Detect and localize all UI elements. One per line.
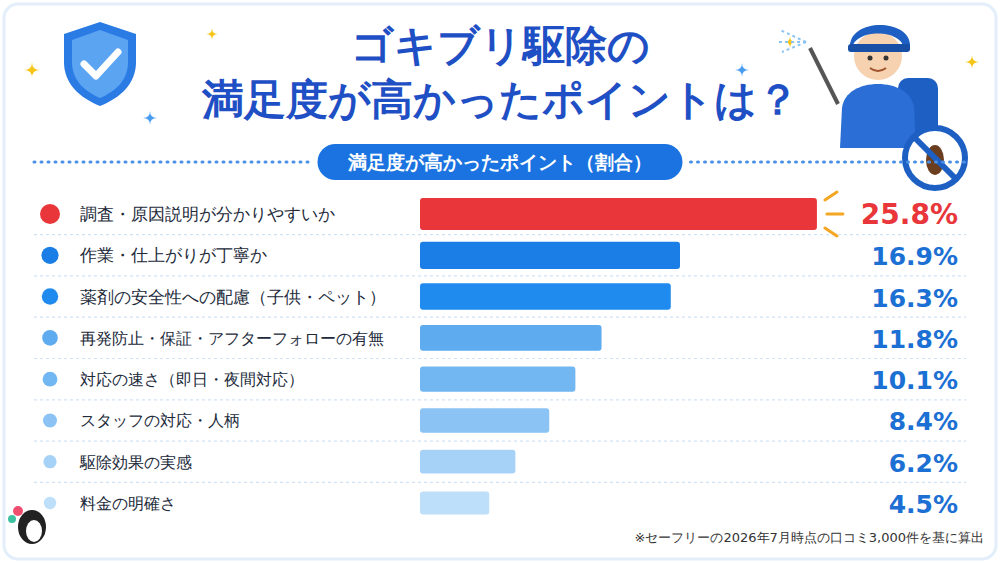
bar [420,283,671,310]
data-label: 11.8% [871,325,958,354]
category-label: 調査・原因説明が分かりやすいか [80,204,335,224]
data-label: 4.5% [889,490,958,519]
highlight-marks [825,192,843,236]
category-dot [42,330,58,346]
title: ゴキブリ駆除の満足度が高かったポイントは？ [201,21,799,124]
category-dot [43,372,58,387]
sparkle [206,28,218,40]
sign-ring [905,128,965,188]
category-dot [40,204,60,224]
category-label: 対応の速さ（即日・夜間対応） [80,371,304,389]
bar [420,408,549,433]
mascot-flower [8,515,16,523]
category-label: 料金の明確さ [80,495,176,513]
mouth [870,68,886,71]
data-label: 25.8% [861,198,958,231]
category-dot [44,497,56,509]
technician-icon [778,25,938,148]
row-separator [34,358,966,359]
title-line: ゴキブリ駆除の [351,21,650,70]
bar [420,325,602,351]
bar [420,491,489,514]
mascot-body [18,510,46,544]
face [854,32,902,80]
category-dot [43,413,57,427]
category-dot [43,455,56,468]
category-label: 薬剤の安全性への配慮（子供・ペット） [80,287,386,307]
category-dot [41,247,58,264]
mascot-icon [8,506,46,544]
sparkle [143,111,157,125]
eye [884,56,889,61]
subtitle-pill [318,144,683,180]
row-separator [34,275,966,276]
row-separator [34,317,966,318]
data-label: 16.9% [871,242,958,271]
cap-brim [848,44,910,52]
spray [778,30,806,52]
subtitle: 満足度が高かったポイント（割合） [347,151,652,173]
sign-slash [914,137,956,179]
row-separator [34,399,966,400]
title-line: 満足度が高かったポイントは？ [201,75,799,124]
no-bug-icon [905,128,965,188]
bar [420,198,817,230]
row-separator [34,482,966,483]
shield-body [64,22,136,106]
subtitle-dots [691,161,967,164]
category-label: 再発防止・保証・アフターフォローの有無 [80,330,384,348]
data-label: 8.4% [889,407,958,436]
mascot-belly [26,520,42,542]
labels: 調査・原因説明が分かりやすいか 25.8% 作業・仕上がりが丁寧か 16.9% 薬剤の安… [40,198,958,519]
body [840,84,916,148]
category-label: 作業・仕上がりが丁寧か [79,245,267,265]
bar [420,450,515,474]
sparkle [965,55,979,69]
row-separator [34,440,966,441]
sparkle [24,62,40,78]
row-separator [34,234,966,235]
frame [4,4,996,559]
annotation: ※セーフリーの2026年7月時点の口コミ3,000件を基に算出 [635,530,984,545]
sprayer [810,48,838,104]
background [0,0,1000,563]
data-label: 16.3% [871,284,958,313]
bar [420,242,680,269]
category-label: 駆除効果の実感 [79,454,192,472]
subtitle-dots [34,161,310,164]
category-label: スタッフの対応・人柄 [80,412,240,430]
chart: ゴキブリ駆除の満足度が高かったポイントは？ 満足度が高かったポイント（割合） 調査・… [0,0,1000,563]
bar [420,367,575,392]
eye [868,56,873,61]
shield-check [84,52,118,76]
category-dot [42,288,58,304]
data-label: 10.1% [871,366,958,395]
mascot-flower [13,506,23,516]
shield-inner [72,30,128,98]
data-label: 6.2% [889,449,958,478]
bars [420,198,817,515]
shield-icon [64,22,136,106]
